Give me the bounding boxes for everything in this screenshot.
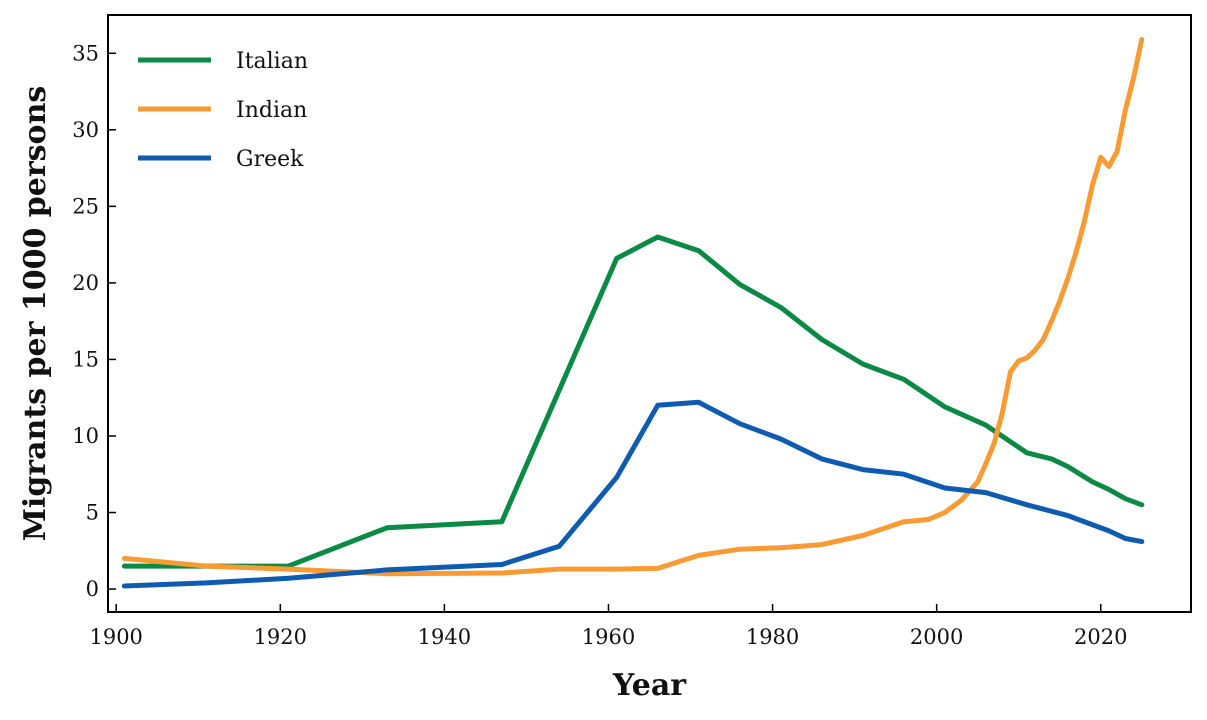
x-axis-ticks: 1900 1920 1940 1960 1980 2000 2020	[89, 604, 1127, 649]
y-axis-title: Migrants per 1000 persons	[18, 86, 53, 542]
x-tick-label: 2000	[910, 625, 963, 649]
legend-label-greek: Greek	[236, 147, 304, 172]
plot-frame	[107, 14, 1192, 613]
y-tick-label: 0	[86, 577, 99, 601]
y-tick-label: 35	[72, 41, 99, 65]
x-tick-label: 1900	[89, 625, 142, 649]
legend-label-indian: Indian	[236, 98, 307, 123]
legend: Italian Indian Greek	[138, 49, 308, 172]
series-line-indian	[121, 37, 1145, 577]
series-line-italian	[121, 234, 1145, 569]
x-tick-label: 1940	[418, 625, 471, 649]
y-tick-label: 20	[72, 271, 99, 295]
x-tick-label: 1980	[746, 625, 799, 649]
y-axis-ticks: 0 5 10 15 20 25 30 35	[72, 41, 116, 601]
y-tick-label: 10	[72, 424, 99, 448]
series-lines	[121, 37, 1145, 589]
x-tick-label: 2020	[1074, 625, 1127, 649]
series-line-greek	[121, 399, 1145, 589]
legend-label-italian: Italian	[236, 49, 308, 74]
y-tick-label: 25	[72, 194, 99, 218]
y-tick-label: 5	[86, 501, 99, 525]
x-tick-label: 1920	[254, 625, 307, 649]
y-tick-label: 15	[72, 347, 99, 371]
x-tick-label: 1960	[582, 625, 635, 649]
y-tick-label: 30	[72, 118, 99, 142]
x-axis-title: Year	[612, 668, 687, 703]
